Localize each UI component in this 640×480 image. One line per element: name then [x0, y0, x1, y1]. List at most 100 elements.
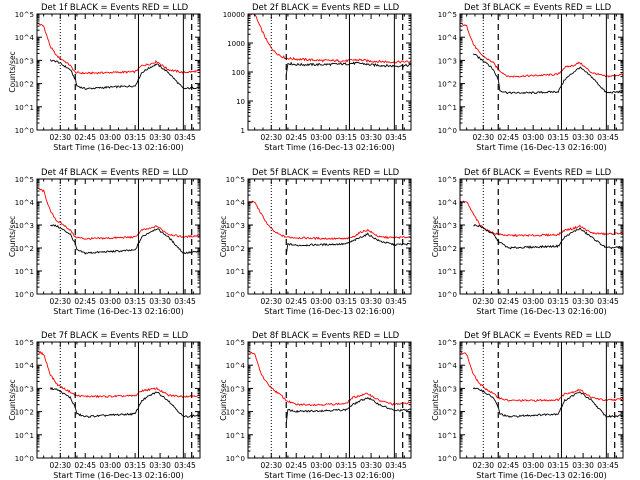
panel-title: Det 4f BLACK = Events RED = LLD — [41, 168, 189, 178]
x-tick-label: 02:30 — [49, 297, 71, 306]
x-tick-label: 03:00 — [522, 133, 544, 142]
x-tick-label: 02:45 — [74, 297, 96, 306]
x-tick-label: 03:15 — [335, 133, 357, 142]
y-tick-label: 10^3 — [15, 222, 34, 230]
y-tick-label: 10^5 — [15, 11, 34, 19]
x-tick-label: 03:45 — [385, 461, 407, 470]
x-tick-label: 03:30 — [360, 461, 382, 470]
x-axis-label: Start Time (16-Dec-13 02:16:00) — [53, 471, 184, 480]
y-axis-label: Counts/sec — [219, 379, 228, 420]
y-tick-label: 10^2 — [226, 245, 245, 253]
y-tick-label: 10^1 — [15, 104, 34, 112]
x-tick-label: 03:00 — [99, 297, 121, 306]
x-axis-label: Start Time (16-Dec-13 02:16:00) — [264, 471, 395, 480]
x-tick-label: 03:45 — [385, 133, 407, 142]
y-axis-label: Counts/sec — [8, 379, 17, 420]
panel-title: Det 3f BLACK = Events RED = LLD — [464, 3, 612, 13]
panel-title: Det 9f BLACK = Events RED = LLD — [464, 331, 612, 341]
events-series-line — [49, 386, 200, 418]
plot-frame — [36, 341, 201, 459]
x-tick-label: 03:45 — [174, 297, 196, 306]
y-tick-label: 10^4 — [438, 362, 458, 370]
y-tick-label: 10^3 — [438, 385, 457, 393]
detector-panel-4: Det 4f BLACK = Events RED = LLD 10^0 10^1 1… — [8, 168, 201, 316]
y-tick-label: 10^4 — [438, 34, 458, 42]
panel-title: Det 1f BLACK = Events RED = LLD — [41, 3, 189, 13]
x-tick-label: 02:30 — [472, 297, 494, 306]
y-tick-label: 10^3 — [15, 57, 34, 65]
x-axis-label: Start Time (16-Dec-13 02:16:00) — [476, 471, 607, 480]
x-tick-label: 03:45 — [174, 133, 196, 142]
x-tick-label: 03:45 — [597, 461, 619, 470]
detector-panel-7: Det 7f BLACK = Events RED = LLD 10^0 10^1 1… — [8, 331, 201, 480]
panel-title: Det 7f BLACK = Events RED = LLD — [41, 331, 189, 341]
events-series-line — [473, 223, 624, 250]
x-tick-label: 03:15 — [547, 461, 569, 470]
x-tick-label: 03:30 — [360, 297, 382, 306]
x-axis-label: Start Time (16-Dec-13 02:16:00) — [476, 307, 607, 316]
x-tick-label: 02:45 — [285, 297, 307, 306]
x-tick-label: 03:30 — [572, 461, 594, 470]
y-tick-label: 10^2 — [15, 81, 34, 89]
y-tick-label: 10 — [236, 98, 245, 106]
events-series-line — [473, 53, 624, 95]
x-axis-label: Start Time (16-Dec-13 02:16:00) — [53, 143, 184, 152]
plot-frame — [459, 13, 624, 131]
lld-series-line — [247, 349, 411, 407]
panel-title: Det 8f BLACK = Events RED = LLD — [252, 331, 400, 341]
y-tick-label: 10^4 — [438, 199, 458, 207]
y-tick-label: 10^1 — [438, 432, 457, 440]
y-tick-label: 10^0 — [438, 127, 457, 135]
x-tick-label: 03:30 — [360, 133, 382, 142]
x-tick-label: 03:00 — [99, 133, 121, 142]
y-tick-label: 1000 — [227, 40, 245, 48]
y-tick-label: 10^2 — [15, 245, 34, 253]
x-tick-label: 03:15 — [547, 133, 569, 142]
x-tick-label: 03:30 — [572, 133, 594, 142]
x-axis-label: Start Time (16-Dec-13 02:16:00) — [476, 143, 607, 152]
x-axis-label: Start Time (16-Dec-13 02:16:00) — [53, 307, 184, 316]
y-tick-label: 10^0 — [15, 127, 34, 135]
detector-panel-5: Det 5f BLACK = Events RED = LLD 10^0 10^1 1… — [219, 168, 412, 316]
x-tick-label: 03:15 — [335, 297, 357, 306]
events-series-line — [285, 61, 412, 75]
x-tick-label: 02:30 — [472, 133, 494, 142]
y-tick-label: 10^4 — [226, 199, 246, 207]
plot-frame — [247, 341, 412, 459]
x-tick-label: 03:15 — [124, 297, 146, 306]
x-tick-label: 02:30 — [49, 133, 71, 142]
x-tick-label: 03:45 — [597, 133, 619, 142]
y-tick-label: 10^5 — [226, 176, 245, 184]
lld-series-line — [459, 200, 624, 238]
x-tick-label: 03:15 — [124, 133, 146, 142]
lld-series-line — [247, 13, 412, 64]
x-tick-label: 03:45 — [174, 461, 196, 470]
x-tick-label: 02:30 — [260, 133, 282, 142]
x-tick-label: 03:45 — [597, 297, 619, 306]
x-tick-label: 03:45 — [385, 297, 407, 306]
detector-panel-1: Det 1f BLACK = Events RED = LLD 10^0 10^1 1… — [8, 3, 201, 152]
x-tick-label: 03:15 — [547, 297, 569, 306]
lld-series-line — [459, 350, 624, 402]
x-axis-label: Start Time (16-Dec-13 02:16:00) — [264, 307, 395, 316]
detector-panel-8: Det 8f BLACK = Events RED = LLD 10^0 10^1 1… — [219, 331, 412, 480]
lld-series-line — [36, 350, 201, 399]
y-tick-label: 10^5 — [15, 176, 34, 184]
y-tick-label: 10^5 — [438, 11, 457, 19]
y-tick-label: 10^5 — [438, 176, 457, 184]
x-tick-label: 03:00 — [310, 461, 332, 470]
lld-series-line — [36, 187, 201, 241]
x-tick-label: 02:45 — [497, 461, 519, 470]
y-tick-label: 10^2 — [438, 81, 457, 89]
x-tick-label: 03:30 — [149, 297, 171, 306]
y-tick-label: 10^1 — [226, 432, 245, 440]
x-tick-label: 02:30 — [260, 297, 282, 306]
y-tick-label: 10^2 — [15, 409, 34, 417]
y-axis-label: Counts/sec — [8, 216, 17, 257]
y-axis-label: Counts/sec — [219, 216, 228, 257]
x-tick-label: 03:15 — [335, 461, 357, 470]
x-tick-label: 02:30 — [472, 461, 494, 470]
x-tick-label: 03:30 — [149, 133, 171, 142]
x-tick-label: 02:45 — [497, 133, 519, 142]
